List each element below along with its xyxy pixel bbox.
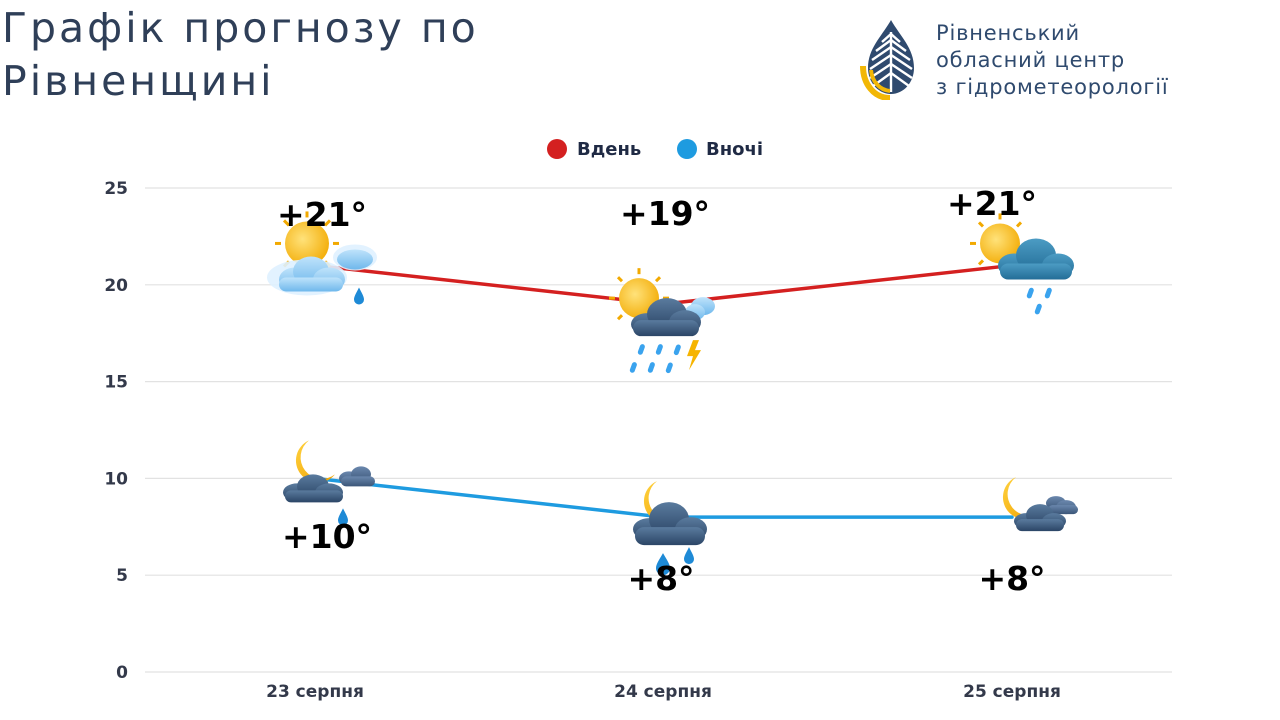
series-line-segment	[313, 263, 665, 306]
y-tick-label: 10	[104, 469, 128, 489]
page-title: Графік прогнозу по Рівненщині	[2, 2, 622, 108]
y-tick-label: 5	[116, 566, 128, 586]
series-line-segment	[661, 263, 1014, 306]
temperature-value-label: +21°	[947, 184, 1037, 223]
temperature-value-label: +21°	[277, 195, 367, 234]
legend-marker	[677, 139, 697, 159]
sun-thunderstorm-rain-icon	[609, 268, 715, 374]
temperature-value-label: +19°	[620, 194, 710, 233]
y-tick-label: 20	[104, 276, 128, 296]
y-tick-label: 25	[104, 179, 128, 199]
moon-cloud-icon	[1002, 477, 1078, 532]
value-labels: +21° +19° +21° +10° +8° +8°	[277, 184, 1046, 598]
logo-line-3: з гідрометеорології	[936, 75, 1169, 99]
x-axis-categories: 23 серпня 24 серпня 25 серпня	[266, 682, 1061, 702]
legend-marker	[547, 139, 567, 159]
weather-icons	[267, 211, 1078, 576]
moon-cloud-drizzle-icon	[283, 440, 375, 526]
organization-logo: Рівненський обласний центр з гідрометеор…	[860, 18, 1240, 108]
y-axis-ticks: 0 5 10 15 20 25	[104, 179, 128, 683]
legend-label: Вночі	[706, 139, 763, 160]
temperature-value-label: +10°	[282, 517, 372, 556]
sun-cloud-rain-icon	[970, 213, 1074, 315]
logo-line-2: обласний центр	[936, 48, 1126, 72]
sun-cloud-drizzle-icon	[267, 211, 377, 305]
legend-label: Вдень	[577, 139, 641, 160]
drop-logo-icon	[860, 20, 914, 100]
y-tick-label: 0	[116, 663, 128, 683]
grid-lines	[145, 187, 1172, 673]
x-category-label: 23 серпня	[266, 682, 364, 702]
title-line-2: Рівненщині	[2, 57, 275, 105]
y-tick-label: 15	[104, 373, 128, 393]
temperature-value-label: +8°	[978, 559, 1045, 598]
x-category-label: 25 серпня	[963, 682, 1061, 702]
title-line-1: Графік прогнозу по	[2, 4, 479, 52]
logo-line-1: Рівненський	[936, 21, 1080, 45]
legend: Вдень Вночі	[547, 139, 763, 160]
moon-cloud-rain-icon	[633, 481, 707, 576]
temperature-value-label: +8°	[627, 559, 694, 598]
x-category-label: 24 серпня	[614, 682, 712, 702]
